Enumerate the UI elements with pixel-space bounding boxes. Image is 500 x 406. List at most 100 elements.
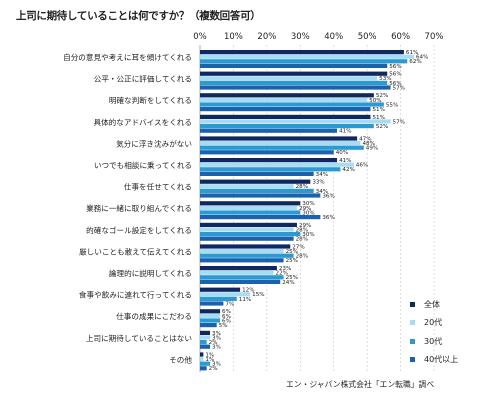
value-label: 30%: [302, 210, 314, 216]
x-tick-label: 10%: [224, 32, 243, 42]
category-label: 業務に一緒に取り組んでくれる: [86, 203, 192, 213]
value-label: 1%: [205, 357, 214, 363]
value-label: 29%: [299, 206, 311, 212]
value-label: 27%: [292, 244, 304, 250]
value-label: 12%: [242, 288, 254, 294]
x-tick-label: 60%: [391, 32, 410, 42]
value-label: 25%: [286, 275, 298, 281]
bar: [200, 150, 334, 155]
bar: [200, 301, 224, 306]
bar: [200, 50, 404, 55]
value-label: 30%: [302, 232, 314, 238]
bar: [200, 361, 211, 366]
bar: [200, 167, 341, 172]
bar: [200, 266, 277, 271]
bar: [200, 63, 388, 68]
bar: [200, 258, 284, 263]
x-tick-label: 30%: [291, 32, 310, 42]
category-label: 明確な判断をしてくれる: [109, 95, 192, 105]
bar: [200, 97, 368, 102]
value-label: 46%: [356, 163, 368, 169]
value-label: 1%: [205, 352, 214, 358]
legend-swatch: [410, 338, 415, 344]
bar: [200, 162, 354, 167]
bar: [200, 179, 311, 184]
value-label: 24%: [282, 280, 294, 286]
value-label: 56%: [389, 64, 401, 70]
value-label: 34%: [316, 172, 328, 178]
bar: [200, 296, 237, 301]
value-label: 33%: [312, 180, 324, 186]
bar: [200, 124, 374, 129]
bar: [200, 309, 221, 314]
bar: [200, 287, 241, 292]
bar: [200, 352, 204, 357]
legend-label: 30代: [424, 336, 443, 346]
bar: [200, 184, 294, 189]
value-label: 22%: [276, 271, 288, 277]
value-label: 5%: [219, 323, 228, 329]
legend-label: 40代以上: [424, 355, 459, 364]
category-label: 論理的に説明してくれる: [109, 268, 192, 278]
value-label: 23%: [279, 266, 291, 272]
value-label: 51%: [372, 107, 384, 113]
value-label: 28%: [296, 184, 308, 190]
value-label: 28%: [296, 227, 308, 233]
bar: [200, 222, 297, 227]
value-label: 28%: [296, 254, 308, 260]
x-tick-label: 50%: [358, 32, 377, 42]
bar: [200, 340, 207, 345]
bar: [200, 292, 251, 297]
value-label: 41%: [339, 129, 351, 135]
bar: [200, 193, 321, 198]
bar: [200, 114, 371, 119]
value-label: 25%: [286, 249, 298, 255]
category-label: 仕事の成果にこだわる: [116, 311, 192, 321]
value-label: 3%: [212, 335, 221, 341]
bar: [200, 119, 391, 124]
bar: [200, 205, 297, 210]
category-label: 的確なゴール設定をしてくれる: [86, 225, 192, 235]
value-label: 52%: [376, 124, 388, 130]
value-label: 56%: [389, 72, 401, 78]
value-label: 28%: [296, 237, 308, 243]
category-label: 上司に期待していることはない: [86, 333, 192, 343]
bar: [200, 54, 414, 59]
chart-title: 上司に期待していることは何ですか？（複数回答可）: [16, 10, 261, 22]
value-label: 2%: [209, 340, 218, 346]
value-label: 42%: [342, 167, 354, 173]
legend-item: 20代: [410, 315, 458, 331]
bar: [200, 158, 338, 163]
legend-item: 30代: [410, 333, 458, 349]
legend-swatch: [410, 301, 415, 307]
bar: [200, 323, 217, 328]
category-label: 自分の意見や考えに耳を傾けてくれる: [63, 52, 192, 62]
bar: [200, 279, 281, 284]
bar: [200, 71, 388, 76]
bar: [200, 313, 221, 318]
value-label: 64%: [416, 55, 428, 61]
value-label: 40%: [336, 150, 348, 156]
x-tick-label: 20%: [257, 32, 276, 42]
bar: [200, 330, 211, 335]
bar: [200, 85, 391, 90]
x-tick-label: 0%: [193, 32, 207, 42]
bar: [200, 59, 408, 64]
value-label: 53%: [379, 76, 391, 82]
value-label: 49%: [366, 146, 378, 152]
value-label: 25%: [286, 258, 298, 264]
value-label: 11%: [239, 297, 251, 303]
legend-item: 全体: [410, 296, 458, 312]
category-label: その他: [169, 354, 192, 364]
value-label: 15%: [252, 292, 264, 298]
bar: [200, 210, 301, 215]
value-label: 61%: [406, 50, 418, 56]
value-label: 57%: [393, 119, 405, 125]
category-label: 気分に浮き沈みがない: [116, 138, 192, 148]
bar: [200, 335, 211, 340]
bar: [200, 102, 384, 107]
bar: [200, 201, 301, 206]
value-label: 34%: [316, 189, 328, 195]
bar: [200, 93, 374, 98]
